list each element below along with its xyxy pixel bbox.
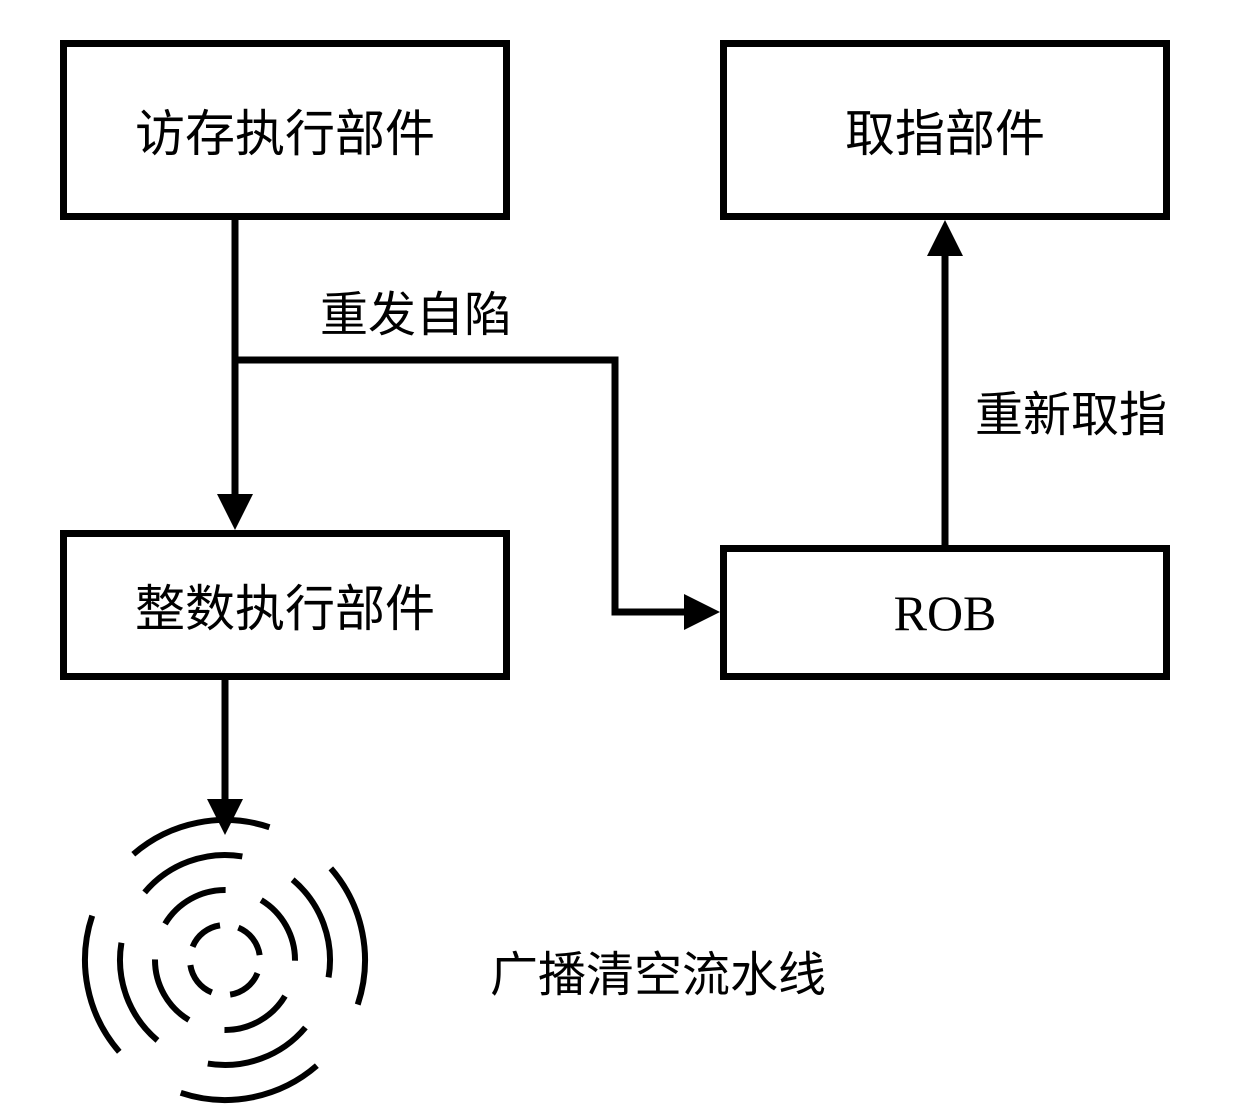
node-fetch-unit: 取指部件 [720,40,1170,220]
edge-label-resend-trap: 重发自陷 [320,275,512,345]
diagram-canvas: 访存执行部件 取指部件 整数执行部件 ROB 重发自陷 重新取指 广播清空流水线 [0,0,1240,1105]
node-int-exec: 整数执行部件 [60,530,510,680]
edge-label-broadcast: 广播清空流水线 [490,935,826,1005]
node-mem-exec-label: 访存执行部件 [135,94,435,166]
node-fetch-unit-label: 取指部件 [845,94,1045,166]
edge-label-refetch: 重新取指 [975,375,1167,445]
node-rob-label: ROB [894,584,997,642]
node-mem-exec: 访存执行部件 [60,40,510,220]
node-int-exec-label: 整数执行部件 [135,569,435,641]
node-rob: ROB [720,545,1170,680]
